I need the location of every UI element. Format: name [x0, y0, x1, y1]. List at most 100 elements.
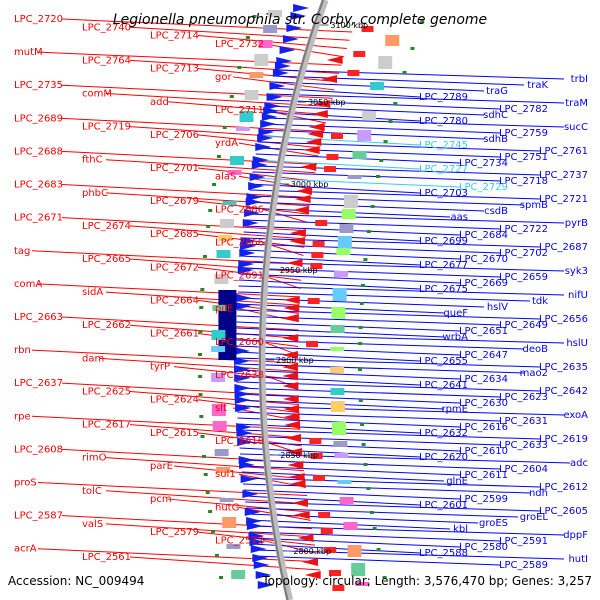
gene-label-connector	[237, 309, 541, 320]
annotation-block	[222, 517, 237, 528]
gene-label-connector	[197, 68, 337, 83]
gene-label-connector	[273, 75, 525, 86]
gene-label-connector	[239, 267, 501, 278]
gene-label: tag	[14, 246, 30, 257]
gene-label-connector	[248, 525, 565, 536]
map-title: Legionella pneumophila str. Corby, compl…	[113, 12, 487, 28]
forward-gene-arrow	[293, 4, 310, 12]
forward-gene-arrow	[290, 12, 307, 20]
reverse-gene-arrow	[282, 334, 299, 342]
topology-summary: Topology: circular; Length: 3,576,470 bp…	[261, 574, 592, 588]
marker-dash	[202, 455, 207, 458]
gene-label-connector	[241, 465, 461, 476]
gene-label-connector	[31, 415, 301, 430]
forward-gene-arrow	[248, 532, 265, 540]
marker-dash	[210, 530, 215, 533]
gene-label: LPC_2665	[82, 254, 131, 265]
reverse-gene-block	[310, 453, 323, 459]
gene-label: LPC_2625	[82, 386, 131, 397]
gene-label: deoB	[523, 344, 549, 355]
gene-label: acrA	[14, 544, 37, 555]
annotation-block	[216, 467, 231, 473]
gene-label: LPC_2686	[215, 204, 264, 215]
gene-label-connector	[239, 273, 461, 284]
annotation-block	[330, 401, 345, 412]
annotation-block	[355, 582, 370, 586]
gene-label: hutG	[215, 502, 239, 513]
gene-label: trbI	[571, 74, 588, 85]
forward-gene-arrow	[235, 302, 252, 310]
reverse-gene-arrow	[282, 395, 299, 403]
gene-label: groES	[479, 518, 508, 529]
reverse-gene-arrow	[295, 187, 312, 195]
annotation-block	[362, 111, 377, 120]
gene-label: glnE	[446, 476, 468, 487]
annotation-block	[254, 54, 269, 66]
gene-feature-rings	[198, 4, 425, 591]
annotation-block	[330, 347, 345, 351]
marker-dash	[198, 375, 203, 378]
forward-gene-arrow	[239, 461, 256, 469]
annotation-block	[333, 441, 348, 447]
gene-label-connector	[173, 366, 299, 381]
gene-label: LPC_2735	[14, 80, 63, 91]
annotation-block	[339, 224, 354, 233]
reverse-gene-arrow	[282, 351, 299, 359]
forward-gene-arrow	[260, 120, 277, 128]
gene-label-connector	[61, 84, 333, 99]
gene-label-connector	[238, 308, 299, 323]
gene-label: LPC_2759	[499, 128, 548, 139]
gene-label-connector	[253, 555, 501, 566]
forward-gene-arrow	[237, 438, 254, 446]
annotation-block	[239, 111, 254, 122]
annotation-block	[347, 545, 362, 557]
marker-dash	[360, 423, 365, 426]
forward-gene-arrow	[242, 219, 259, 227]
backbone-ring	[258, 0, 329, 600]
gene-label: LPC_2688	[14, 146, 63, 157]
marker-dash	[359, 302, 364, 305]
gene-label: LPC_2702	[499, 248, 548, 259]
forward-gene-arrow	[261, 113, 278, 121]
forward-gene-arrow	[266, 93, 283, 101]
forward-gene-arrow	[257, 581, 274, 589]
gene-label: LPC_2685	[150, 229, 199, 240]
gene-label: LPC_2620	[419, 452, 468, 463]
gene-label: syk3	[565, 266, 588, 277]
gene-label: LPC_2679	[150, 196, 199, 207]
annotation-block	[336, 248, 351, 255]
marker-dash	[219, 576, 224, 579]
annotation-block	[235, 127, 250, 131]
annotation-block	[352, 151, 367, 159]
gene-label: LPC_2633	[499, 440, 548, 451]
gene-label: pcm	[150, 494, 172, 505]
forward-gene-arrow	[249, 173, 266, 181]
annotation-block	[268, 10, 283, 17]
gene-label: rbn	[14, 345, 31, 356]
gene-label: LPC_2666	[215, 237, 264, 248]
marker-dash	[383, 140, 388, 143]
gene-label-connector	[197, 200, 309, 215]
gene-label: tdk	[532, 296, 548, 307]
gene-label: rpe	[14, 411, 31, 422]
forward-gene-arrow	[255, 571, 272, 579]
gene-label: gor	[215, 72, 232, 83]
reverse-gene-arrow	[283, 413, 300, 421]
marker-dash	[237, 66, 242, 69]
scale-label: 3100 kbp	[330, 21, 368, 30]
annotation-block	[351, 563, 366, 576]
reverse-gene-arrow	[282, 372, 299, 380]
gene-label-connector	[238, 435, 501, 446]
gene-label-connector	[129, 556, 320, 571]
gene-label: LPC_2727	[419, 164, 468, 175]
gene-label-connector	[275, 69, 565, 80]
annotation-block	[330, 325, 345, 333]
gene-label-connector	[105, 291, 300, 306]
gene-label: tolC	[82, 486, 102, 497]
marker-dash	[203, 473, 208, 476]
gene-label: wrbA	[443, 332, 469, 343]
gene-label: LPC_2737	[539, 170, 588, 181]
gene-label-connector	[61, 184, 312, 199]
gene-label: LPC_2611	[459, 470, 508, 481]
forward-gene-arrow	[237, 266, 254, 274]
